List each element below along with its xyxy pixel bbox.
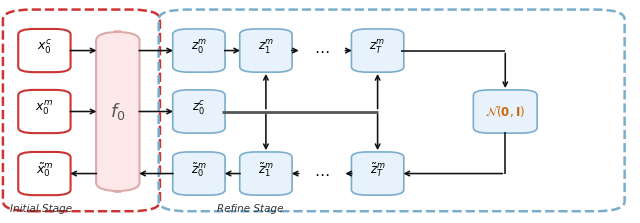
FancyBboxPatch shape [474, 90, 537, 133]
Text: Refine Stage: Refine Stage [217, 204, 283, 214]
Text: $x_0^c$: $x_0^c$ [37, 39, 52, 56]
FancyBboxPatch shape [240, 152, 292, 195]
Text: $\tilde{x}_0^m$: $\tilde{x}_0^m$ [36, 161, 53, 179]
Text: Initial Stage: Initial Stage [10, 204, 72, 214]
Text: $\tilde{z}_T^m$: $\tilde{z}_T^m$ [370, 161, 385, 179]
Text: $f_0$: $f_0$ [110, 101, 125, 122]
Text: $z_0^c$: $z_0^c$ [192, 99, 205, 117]
Text: $z_1^m$: $z_1^m$ [258, 39, 274, 56]
FancyBboxPatch shape [18, 29, 70, 72]
FancyBboxPatch shape [173, 29, 225, 72]
Text: $z_0^m$: $z_0^m$ [191, 39, 207, 56]
FancyBboxPatch shape [18, 90, 70, 133]
FancyBboxPatch shape [18, 152, 70, 195]
Text: $\cdots$: $\cdots$ [314, 43, 330, 58]
FancyBboxPatch shape [351, 152, 404, 195]
Text: $\mathcal{N}(\mathbf{0}, \mathbf{I})$: $\mathcal{N}(\mathbf{0}, \mathbf{I})$ [485, 104, 525, 119]
FancyBboxPatch shape [240, 29, 292, 72]
Text: $\tilde{z}_0^m$: $\tilde{z}_0^m$ [191, 161, 207, 179]
FancyBboxPatch shape [351, 29, 404, 72]
Text: $z_T^m$: $z_T^m$ [369, 39, 386, 56]
FancyBboxPatch shape [173, 152, 225, 195]
Text: $\cdots$: $\cdots$ [314, 166, 330, 181]
FancyBboxPatch shape [173, 90, 225, 133]
Text: $\tilde{z}_1^m$: $\tilde{z}_1^m$ [258, 161, 274, 179]
FancyBboxPatch shape [96, 32, 140, 191]
Text: $x_0^m$: $x_0^m$ [35, 99, 54, 117]
